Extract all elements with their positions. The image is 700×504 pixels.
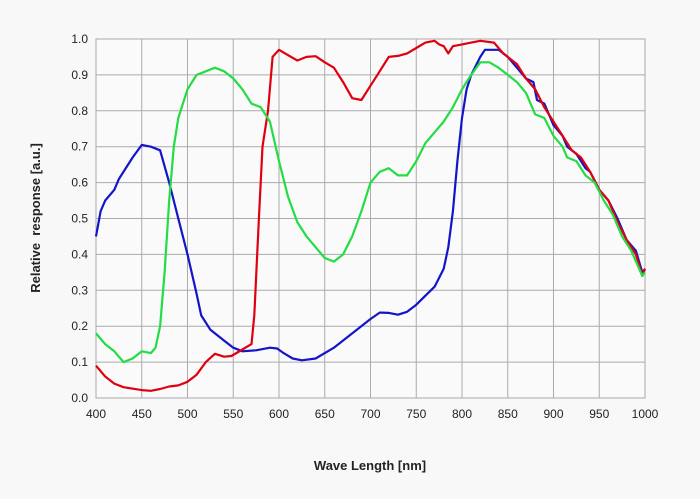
y-tick-label: 1.0 bbox=[71, 32, 88, 46]
x-tick-label: 400 bbox=[86, 407, 106, 421]
y-tick-label: 0.4 bbox=[71, 247, 88, 261]
x-tick-label: 850 bbox=[498, 407, 518, 421]
x-tick-label: 750 bbox=[406, 407, 426, 421]
y-tick-label: 0.3 bbox=[71, 283, 88, 297]
series-line-1 bbox=[95, 39, 647, 392]
series-line-2 bbox=[95, 61, 646, 364]
x-tick-label: 700 bbox=[360, 407, 380, 421]
x-tick-label: 800 bbox=[452, 407, 472, 421]
x-tick-label: 550 bbox=[223, 407, 243, 421]
x-tick-label: 900 bbox=[543, 407, 563, 421]
y-tick-label: 0.0 bbox=[71, 391, 88, 405]
grid bbox=[95, 38, 646, 399]
x-tick-label: 600 bbox=[269, 407, 289, 421]
y-tick-label: 0.8 bbox=[71, 104, 88, 118]
y-tick-label: 0.6 bbox=[71, 176, 88, 190]
x-tick-label: 1000 bbox=[632, 407, 659, 421]
series-lines bbox=[94, 39, 647, 392]
x-tick-label: 950 bbox=[589, 407, 609, 421]
x-tick-labels: 400 450 500 550 600 650 700 750 800 850 900 950 1000 bbox=[86, 407, 659, 421]
x-axis-label: Wave Length [nm] bbox=[314, 458, 426, 473]
x-tick-label: 450 bbox=[132, 407, 152, 421]
x-tick-label: 650 bbox=[315, 407, 335, 421]
y-tick-label: 0.5 bbox=[71, 212, 88, 226]
y-tick-label: 0.9 bbox=[71, 68, 88, 82]
x-tick-label: 500 bbox=[177, 407, 197, 421]
y-tick-label: 0.7 bbox=[71, 140, 88, 154]
y-axis-label: Relative response [a.u.] bbox=[28, 143, 43, 293]
y-tick-labels: 0.0 0.1 0.2 0.3 0.4 0.5 0.6 0.7 0.8 0.9 1.0 bbox=[71, 32, 88, 405]
y-tick-label: 0.2 bbox=[71, 319, 88, 333]
y-tick-label: 0.1 bbox=[71, 355, 88, 369]
